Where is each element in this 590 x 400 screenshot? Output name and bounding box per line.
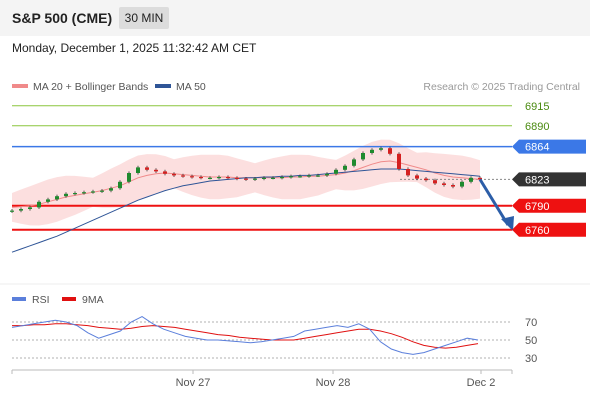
- candle-body: [352, 159, 356, 166]
- candle-body: [415, 175, 419, 179]
- candle-body: [37, 201, 41, 208]
- candle-body: [118, 181, 122, 189]
- candle-body: [442, 183, 446, 185]
- candle-body: [109, 188, 113, 191]
- ma9-legend-label: 9MA: [82, 294, 104, 306]
- level-label-6760: 6760: [525, 225, 549, 237]
- level-box-6790: [512, 198, 586, 213]
- rsi-level-label: 70: [525, 317, 537, 329]
- candle-body: [226, 177, 230, 179]
- candle-body: [235, 177, 239, 179]
- candle-body: [406, 169, 410, 176]
- forecast-arrow-shaft: [478, 178, 510, 226]
- candle-body: [172, 173, 176, 176]
- level-label-6915: 6915: [525, 101, 549, 113]
- candle-body: [397, 153, 401, 169]
- rsi-level-label: 50: [525, 335, 537, 347]
- header-bar: [0, 0, 590, 36]
- candle-body: [199, 177, 203, 179]
- rsi-line: [11, 316, 479, 355]
- level-label-6790: 6790: [525, 201, 549, 213]
- level-label-6890: 6890: [525, 121, 549, 133]
- candle-body: [82, 192, 86, 194]
- candle-body: [316, 175, 320, 177]
- candle-body: [298, 176, 302, 178]
- forecast-arrow: [478, 178, 514, 231]
- rsi-legend-label: RSI: [32, 294, 50, 306]
- ma50-legend-label: MA 50: [176, 81, 206, 93]
- ma9-legend-swatch: [62, 297, 76, 301]
- candle-body: [460, 181, 464, 187]
- candle-body: [19, 209, 23, 211]
- candle-body: [334, 169, 338, 174]
- rsi-level-label: 30: [525, 353, 537, 365]
- price-levels: [12, 105, 512, 231]
- level-box-6823: [512, 172, 586, 187]
- candle-body: [28, 207, 32, 209]
- candle-body: [46, 199, 50, 202]
- candle-body: [127, 173, 131, 182]
- candle-body: [478, 177, 482, 180]
- candle-body: [280, 177, 284, 179]
- candle-body: [190, 176, 194, 178]
- candle-body: [325, 173, 329, 176]
- bollinger-band-fill: [12, 139, 480, 226]
- level-label-6864: 6864: [525, 142, 549, 154]
- candle-body: [289, 176, 293, 178]
- ma20-legend-label: MA 20 + Bollinger Bands: [33, 81, 148, 93]
- candle-body: [73, 193, 77, 195]
- candle-body: [208, 177, 212, 179]
- forecast-arrow-head: [501, 216, 514, 231]
- candle-body: [55, 196, 59, 200]
- price-level-labels: 6915 6890 6864 6823 6790 6760: [512, 101, 586, 237]
- candle-body: [469, 177, 473, 182]
- candle-body: [388, 148, 392, 154]
- candle-body: [424, 178, 428, 181]
- bollinger-band: [12, 139, 480, 226]
- candle-body: [145, 167, 149, 170]
- candle-body: [91, 191, 95, 193]
- candle-body: [271, 177, 275, 179]
- candle-body: [100, 190, 104, 192]
- candle-body: [433, 180, 437, 184]
- instrument-title: S&P 500 (CME): [12, 10, 113, 26]
- candle-body: [262, 177, 266, 179]
- candlesticks: [10, 146, 482, 213]
- candle-body: [343, 165, 347, 170]
- candle-body: [10, 210, 14, 212]
- candle-body: [64, 193, 68, 197]
- candle-body: [361, 153, 365, 160]
- ma20-legend-swatch: [12, 84, 28, 88]
- x-tick-label: Nov 28: [316, 377, 351, 389]
- candle-body: [181, 175, 185, 177]
- candle-body: [217, 177, 221, 179]
- candle-body: [253, 178, 257, 180]
- candle-body: [307, 175, 311, 177]
- level-label-6823: 6823: [525, 174, 549, 186]
- rsi-legend-swatch: [12, 297, 26, 301]
- candle-body: [379, 148, 383, 150]
- candle-body: [451, 185, 455, 187]
- candle-body: [370, 149, 374, 153]
- candle-body: [136, 167, 140, 173]
- x-tick-label: Nov 27: [176, 377, 211, 389]
- copyright-label: Research © 2025 Trading Central: [423, 81, 580, 93]
- candle-body: [154, 169, 158, 172]
- ma50-legend-swatch: [155, 84, 171, 88]
- x-axis: Nov 27 Nov 28 Dec 2: [11, 370, 513, 389]
- x-tick-label: Dec 2: [467, 377, 496, 389]
- timeframe-badge[interactable]: 30 MIN: [119, 7, 169, 29]
- level-box-6864: [512, 139, 586, 154]
- ma9-line: [12, 323, 479, 349]
- candle-body: [244, 178, 248, 180]
- level-box-6760: [512, 222, 586, 237]
- datetime-label: Monday, December 1, 2025 11:32:42 AM CET: [12, 41, 257, 55]
- candle-body: [163, 171, 167, 174]
- rsi-panel: 70 50 30: [11, 316, 537, 365]
